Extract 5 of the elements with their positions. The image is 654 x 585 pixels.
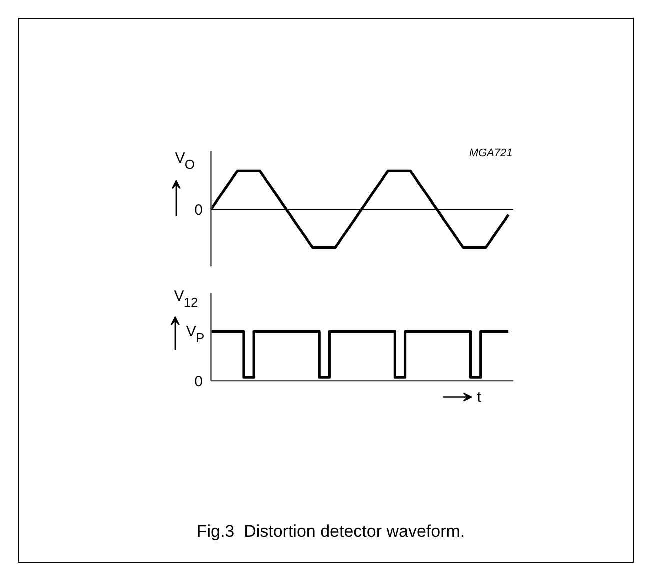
caption: Fig.3 Distortion detector waveform. (196, 521, 466, 543)
x-axis-title: t (477, 388, 482, 406)
ref-line-label: 0 (194, 202, 203, 219)
text: 0 (194, 374, 203, 391)
text: MGA721 (469, 148, 513, 160)
